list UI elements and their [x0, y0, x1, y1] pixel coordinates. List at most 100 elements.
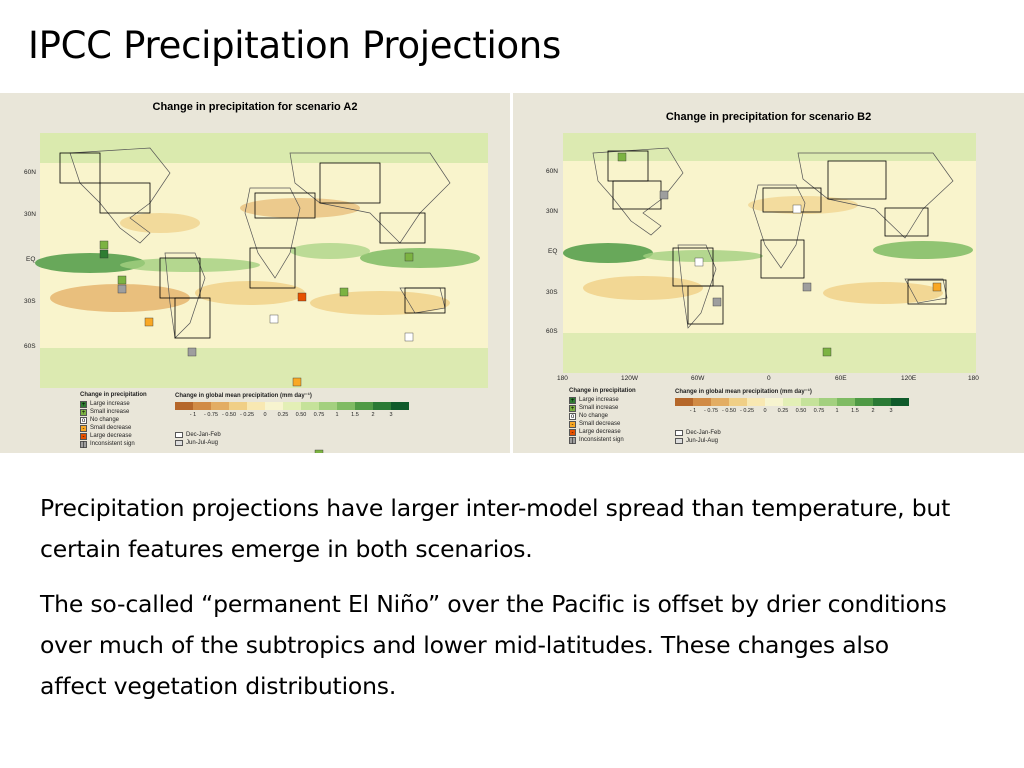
color-scale-bar: [175, 402, 409, 410]
lon-label-60w: 60W: [691, 375, 705, 382]
season-item: Dec-Jan-Feb: [175, 431, 221, 439]
legend-label: Small decrease: [90, 425, 132, 431]
legend-item: + Small increase: [569, 404, 636, 412]
lon-label-120w: 120W: [621, 375, 638, 382]
large-increase-icon: +: [569, 396, 576, 404]
small-decrease-icon: -: [569, 420, 576, 428]
slide-title: IPCC Precipitation Projections: [28, 22, 561, 70]
figure-a2: Change in precipitation for scenario A2: [0, 93, 510, 453]
lat-label-60s: 60S: [546, 328, 558, 335]
scale-tick: 1: [335, 412, 339, 418]
scale-tick: 0.50: [795, 408, 807, 414]
legend-title: Change in precipitation: [80, 392, 147, 398]
legend-label: No change: [579, 413, 609, 419]
scale-tick: - 0.50: [221, 412, 237, 418]
lat-label-30s: 30S: [546, 289, 558, 296]
legend-a2: Change in precipitation + Large increase …: [80, 392, 147, 448]
season-label: Dec-Jan-Feb: [686, 430, 721, 436]
scale-ticks: - 1 - 0.75- 0.50- 0.25 0 0.25 0.50 0.75 1 1.5 2 3: [684, 408, 909, 414]
scale-tick: - 0.50: [721, 408, 737, 414]
legend-item: - Large decrease: [569, 428, 636, 436]
slide-body: Precipitation projections have larger in…: [40, 488, 960, 721]
scale-tick: 0.50: [295, 412, 307, 418]
scale-tick: 0: [263, 412, 267, 418]
scale-tick: 0.25: [777, 408, 789, 414]
scale-tick: 3: [889, 408, 893, 414]
scale-tick: - 1: [189, 412, 197, 418]
lat-label-60n: 60N: [546, 168, 558, 175]
djf-icon: [175, 432, 183, 438]
jja-icon: [675, 438, 683, 444]
legend-item: - Small decrease: [569, 420, 636, 428]
precip-map-a2: [35, 133, 488, 453]
legend-label: Small decrease: [579, 421, 621, 427]
scale-title: Change in global mean precipitation (mm …: [175, 393, 312, 399]
large-increase-icon: +: [80, 400, 87, 408]
large-decrease-icon: -: [569, 428, 576, 436]
lon-label-60e: 60E: [835, 375, 847, 382]
legend-label: Large decrease: [579, 429, 621, 435]
season-item: Dec-Jan-Feb: [675, 429, 721, 437]
lon-label-0: 0: [767, 375, 771, 382]
scale-tick: - 1: [689, 408, 697, 414]
precip-map-b2: [563, 133, 976, 373]
scale-tick: 0.75: [313, 412, 325, 418]
lon-label-120e: 120E: [901, 375, 917, 382]
no-change-icon: o: [569, 412, 576, 420]
no-change-icon: o: [80, 416, 87, 424]
lat-label-eq: EQ: [548, 248, 558, 255]
legend-b2: Change in precipitation + Large increase …: [569, 388, 636, 444]
figure-a2-title: Change in precipitation for scenario A2: [152, 101, 358, 113]
legend-item: + Large increase: [80, 400, 147, 408]
legend-item: o No change: [80, 416, 147, 424]
legend-label: No change: [90, 417, 120, 423]
lat-label-60n: 60N: [24, 169, 36, 176]
legend-item: o No change: [569, 412, 636, 420]
small-increase-icon: +: [80, 408, 87, 416]
lat-label-30s: 30S: [24, 298, 36, 305]
scale-tick: - 0.25: [239, 412, 255, 418]
small-increase-icon: +: [569, 404, 576, 412]
legend-label: Large decrease: [90, 433, 132, 439]
scale-tick: 0: [763, 408, 767, 414]
season-item: Jun-Jul-Aug: [175, 439, 221, 447]
season-label: Jun-Jul-Aug: [186, 440, 219, 446]
title-lead: IPCC: [28, 24, 112, 67]
scale-tick: 2: [871, 408, 875, 414]
legend-label: Small increase: [579, 405, 619, 411]
legend-label: Large increase: [579, 397, 619, 403]
jja-icon: [175, 440, 183, 446]
legend-label: Inconsistent sign: [579, 437, 624, 443]
scale-tick: 1.5: [351, 412, 359, 418]
scale-a2: Change in global mean precipitation (mm …: [175, 392, 409, 418]
legend-title: Change in precipitation: [569, 388, 636, 394]
legend-label: Inconsistent sign: [90, 441, 135, 447]
lon-label-180e: 180: [968, 375, 979, 382]
lat-label-60s: 60S: [24, 343, 36, 350]
color-scale-bar: [675, 398, 909, 406]
scale-tick: - 0.25: [739, 408, 755, 414]
figure-b2-title: Change in precipitation for scenario B2: [665, 111, 872, 123]
scale-title: Change in global mean precipitation (mm …: [675, 389, 812, 395]
figure-b2: Change in precipitation for scenario B2: [513, 93, 1024, 453]
djf-icon: [675, 430, 683, 436]
scale-ticks: - 1 - 0.75- 0.50- 0.25 0 0.25 0.50 0.75 1 1.5 2 3: [184, 412, 409, 418]
legend-item: - Small decrease: [80, 424, 147, 432]
season-label: Jun-Jul-Aug: [686, 438, 719, 444]
season-legend-b2: Dec-Jan-Feb Jun-Jul-Aug: [675, 429, 721, 445]
legend-label: Large increase: [90, 401, 130, 407]
scale-tick: 1: [835, 408, 839, 414]
body-paragraph-1: Precipitation projections have larger in…: [40, 494, 951, 563]
scale-tick: - 0.75: [703, 408, 719, 414]
lon-label-180w: 180: [557, 375, 568, 382]
title-rest: Precipitation Projections: [111, 24, 561, 67]
scale-tick: 0.75: [813, 408, 825, 414]
lat-label-eq: EQ: [26, 256, 36, 263]
scale-b2: Change in global mean precipitation (mm …: [675, 388, 909, 414]
scale-tick: 3: [389, 412, 393, 418]
legend-item: | Inconsistent sign: [569, 436, 636, 444]
legend-item: + Large increase: [569, 396, 636, 404]
body-paragraph-2: The so-called “permanent El Niño” over t…: [40, 590, 947, 700]
lat-label-30n: 30N: [546, 208, 558, 215]
small-decrease-icon: -: [80, 424, 87, 432]
